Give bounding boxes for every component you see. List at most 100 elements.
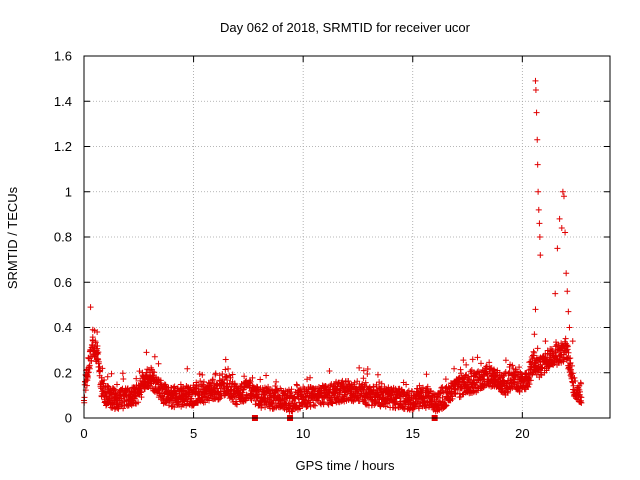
data-point [95, 358, 102, 365]
data-point [241, 373, 248, 380]
data-point [458, 370, 465, 377]
data-point [94, 343, 101, 350]
data-point [351, 379, 358, 386]
data-point [135, 399, 142, 406]
data-point [567, 359, 574, 366]
data-point [188, 395, 195, 402]
data-point [382, 403, 389, 410]
data-point [564, 343, 571, 350]
data-point [152, 383, 159, 390]
x-tick-label: 5 [190, 426, 197, 441]
data-point [442, 376, 449, 383]
data-point [567, 366, 574, 373]
data-point [484, 363, 491, 370]
data-point [560, 193, 567, 200]
data-point [83, 382, 90, 389]
data-point [136, 368, 143, 375]
data-point [258, 404, 265, 411]
data-point [249, 374, 256, 381]
data-point [563, 270, 570, 277]
data-point [293, 381, 300, 388]
data-point [196, 371, 203, 378]
data-point [104, 373, 111, 380]
data-point [459, 391, 466, 398]
data-point [364, 365, 371, 372]
data-point [531, 331, 538, 338]
data-point [542, 338, 549, 345]
data-point [502, 357, 509, 364]
data-point [199, 398, 206, 405]
data-point [113, 381, 120, 388]
data-point [138, 389, 145, 396]
data-point [534, 161, 541, 168]
data-point [85, 369, 92, 376]
data-point [525, 383, 532, 390]
y-tick-label: 1.2 [54, 139, 72, 154]
data-point [556, 215, 563, 222]
data-point [222, 366, 229, 373]
data-point [84, 374, 91, 381]
data-point [345, 378, 352, 385]
data-point [527, 377, 534, 384]
data-point [562, 229, 569, 236]
data-point [108, 370, 115, 377]
data-point [304, 376, 311, 383]
data-point [532, 86, 539, 93]
data-point [294, 382, 301, 389]
data-point [263, 372, 270, 379]
data-point [469, 356, 476, 363]
data-point [209, 377, 216, 384]
data-point [184, 365, 191, 372]
data-point [219, 370, 226, 377]
data-point [422, 404, 429, 411]
data-point [115, 403, 122, 410]
data-point [416, 382, 423, 389]
data-point [415, 405, 422, 412]
data-point [143, 349, 150, 356]
data-point [273, 388, 280, 395]
data-point [472, 373, 479, 380]
data-point [536, 220, 543, 227]
data-point [534, 136, 541, 143]
data-point [197, 378, 204, 385]
data-point [554, 245, 561, 252]
data-point [532, 306, 539, 313]
data-point [480, 376, 487, 383]
data-point [99, 365, 106, 372]
data-point [460, 357, 467, 364]
y-tick-label: 0.6 [54, 275, 72, 290]
data-point [111, 386, 118, 393]
data-point [537, 252, 544, 259]
data-point [222, 356, 229, 363]
data-point [247, 378, 254, 385]
data-point [403, 381, 410, 388]
data-point [433, 393, 440, 400]
x-tick-label: 15 [406, 426, 420, 441]
data-point [227, 374, 234, 381]
data-point [565, 308, 572, 315]
y-tick-label: 0.4 [54, 320, 72, 335]
data-point [307, 403, 314, 410]
axis-ticks: 0 5 10 15 20 0 0.2 0.4 0.6 0.8 1 1.2 1.4 1.6 [54, 49, 610, 441]
data-point [474, 354, 481, 361]
data-point [478, 360, 485, 367]
data-point [578, 399, 585, 406]
data-point [114, 405, 121, 412]
data-point [535, 188, 542, 195]
data-point [86, 365, 93, 372]
data-point [509, 362, 516, 369]
data-point [536, 234, 543, 240]
data-point [138, 394, 145, 401]
data-point [307, 374, 314, 381]
data-point [272, 382, 279, 389]
data-point [531, 349, 538, 356]
data-point [532, 77, 539, 84]
data-point [225, 365, 232, 372]
data-points [81, 77, 585, 421]
data-point [578, 380, 585, 387]
data-point [570, 382, 577, 389]
data-point [304, 403, 311, 409]
data-point [273, 378, 280, 385]
data-point [374, 371, 381, 378]
